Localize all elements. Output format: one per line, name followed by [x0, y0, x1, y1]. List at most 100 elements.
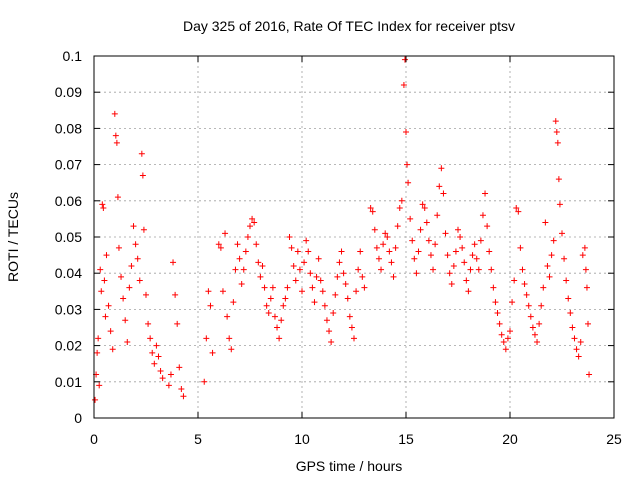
data-point: [153, 342, 160, 349]
data-point: [109, 346, 116, 353]
data-point: [492, 299, 499, 306]
data-point: [330, 310, 337, 317]
data-point: [585, 320, 591, 327]
data-point: [334, 273, 341, 280]
data-point: [305, 248, 312, 255]
data-point: [249, 215, 256, 222]
data-point: [209, 349, 216, 356]
data-point: [147, 335, 154, 342]
data-point: [409, 237, 416, 244]
data-point: [92, 396, 99, 403]
data-point: [575, 353, 582, 360]
data-point: [282, 295, 289, 302]
data-point: [490, 284, 497, 291]
data-point: [452, 248, 459, 255]
data-point: [265, 310, 272, 317]
data-point: [261, 284, 268, 291]
data-point: [102, 313, 109, 320]
grid-lines: [94, 56, 614, 418]
data-point: [573, 346, 580, 353]
data-point: [348, 324, 355, 331]
data-point: [155, 353, 162, 360]
y-tick-label: 0.02: [55, 338, 82, 354]
y-tick-label: 0: [74, 410, 82, 426]
data-point: [257, 273, 264, 280]
data-point: [101, 277, 108, 284]
data-point: [475, 266, 482, 273]
data-point: [378, 266, 385, 273]
data-point: [477, 237, 484, 244]
data-point: [317, 277, 324, 284]
data-point: [513, 205, 520, 212]
data-point: [465, 288, 472, 295]
data-point: [112, 132, 119, 139]
data-point: [469, 252, 476, 259]
data-point: [471, 241, 478, 248]
data-point: [419, 201, 426, 208]
data-point: [531, 331, 538, 338]
x-tick-label: 20: [502, 431, 518, 447]
data-point: [203, 335, 210, 342]
data-point: [384, 234, 391, 240]
data-point: [96, 382, 103, 389]
data-point: [542, 219, 549, 226]
data-point: [336, 259, 343, 266]
data-point: [583, 284, 590, 291]
y-tick-label: 0.06: [55, 193, 82, 209]
data-point: [394, 223, 401, 230]
data-point: [105, 302, 112, 309]
data-point: [178, 386, 185, 393]
y-tick-label: 0.07: [55, 157, 82, 173]
data-point: [398, 197, 405, 204]
data-point: [128, 262, 135, 269]
data-point: [118, 273, 125, 280]
data-point: [132, 241, 139, 248]
data-point: [143, 291, 149, 298]
data-point: [567, 310, 574, 317]
data-point: [222, 230, 229, 237]
data-point: [215, 241, 222, 248]
data-point: [170, 259, 177, 266]
data-point: [367, 205, 374, 212]
y-tick-label: 0.08: [55, 120, 82, 136]
data-point: [403, 129, 409, 136]
x-tick-label: 5: [194, 431, 202, 447]
data-points: [92, 56, 593, 403]
data-point: [448, 281, 455, 288]
data-point: [359, 273, 366, 280]
y-tick-label: 0.01: [55, 374, 82, 390]
data-point: [586, 371, 593, 378]
data-point: [113, 139, 120, 146]
data-point: [390, 273, 397, 280]
data-point: [353, 288, 360, 295]
data-point: [486, 248, 493, 255]
data-point: [500, 338, 507, 345]
data-point: [176, 364, 183, 371]
data-point: [407, 215, 414, 222]
data-point: [430, 266, 437, 273]
x-tick-labels: 0 5 10 15 20 25: [90, 431, 622, 447]
data-point: [286, 234, 293, 240]
data-point: [269, 284, 276, 291]
data-point: [230, 299, 237, 306]
x-axis-label: GPS time / hours: [296, 458, 403, 474]
data-point: [167, 371, 174, 378]
data-point: [529, 324, 536, 331]
data-point: [357, 248, 364, 255]
data-point: [417, 226, 424, 233]
data-point: [136, 277, 143, 284]
data-point: [326, 328, 333, 335]
data-point: [120, 295, 127, 302]
data-point: [369, 208, 376, 215]
data-point: [544, 262, 551, 269]
data-point: [479, 212, 486, 219]
data-point: [278, 317, 285, 324]
data-point: [134, 255, 141, 262]
data-point: [482, 190, 489, 197]
data-point: [346, 313, 353, 320]
data-point: [338, 248, 345, 255]
data-point: [303, 237, 310, 244]
data-point: [253, 241, 260, 248]
y-tick-label: 0.05: [55, 229, 82, 245]
data-point: [554, 139, 561, 146]
